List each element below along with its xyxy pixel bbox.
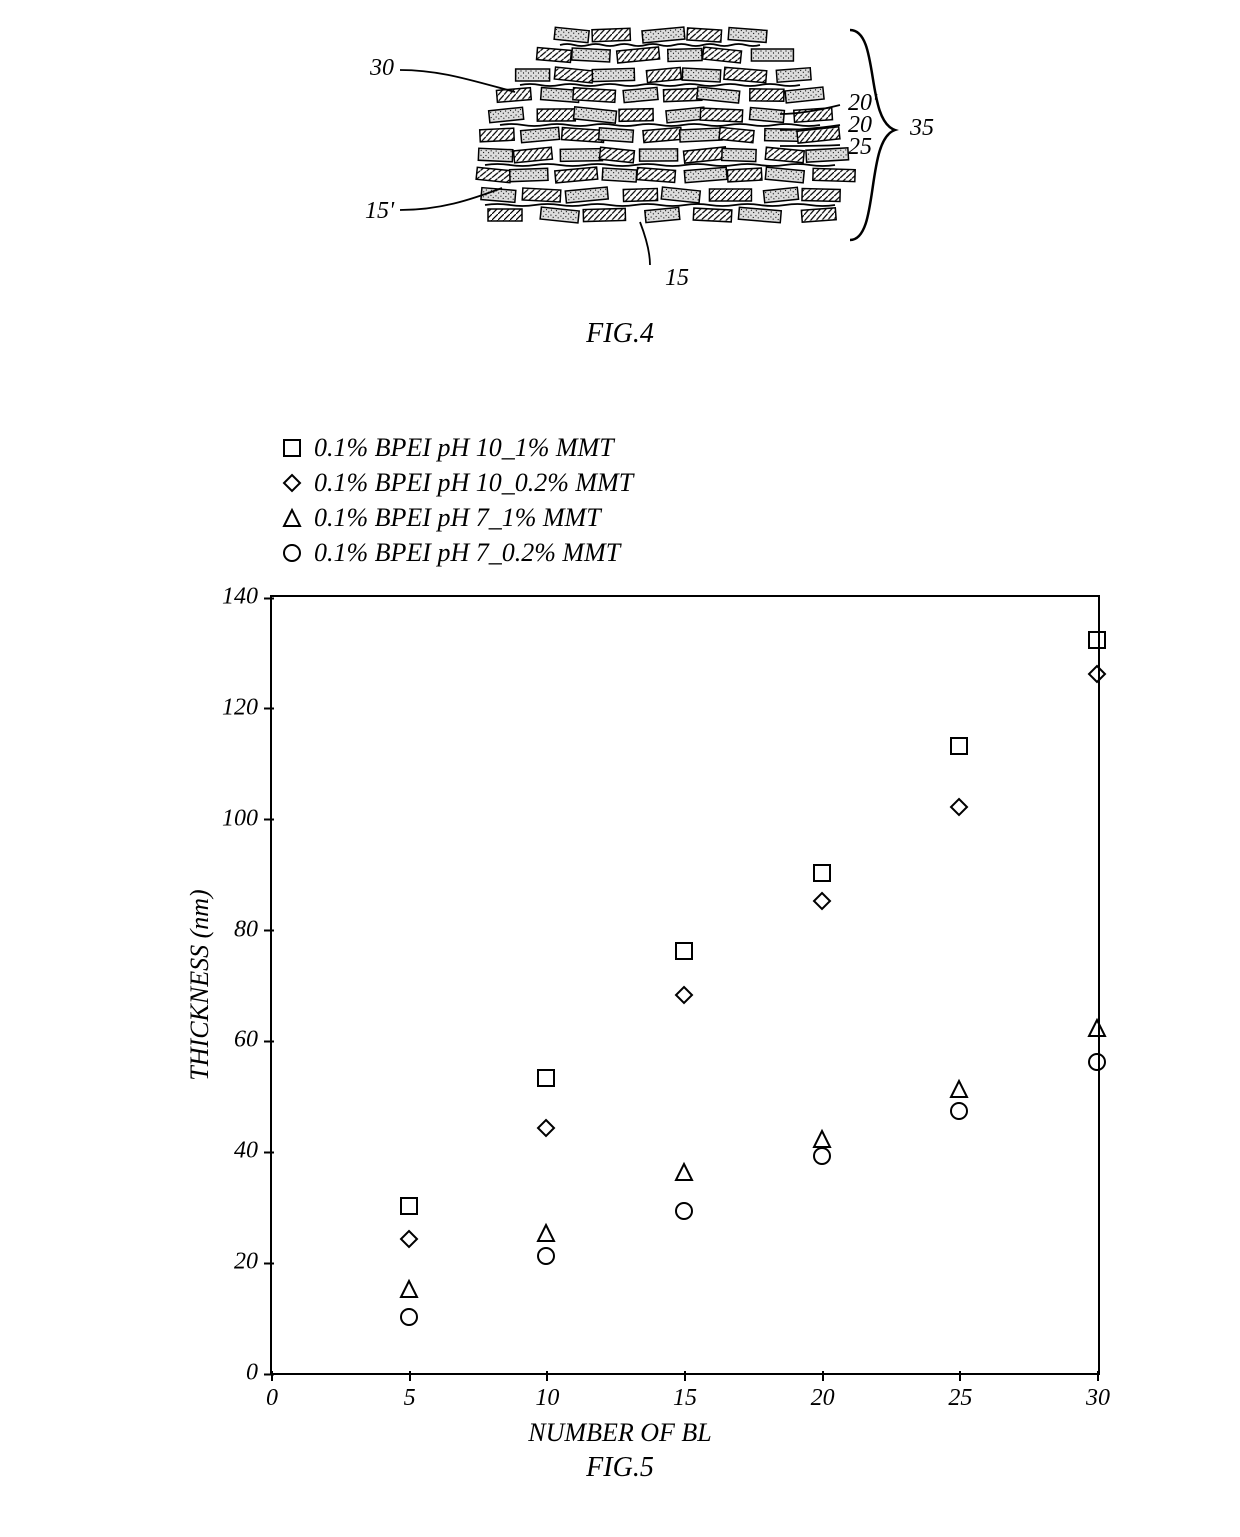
y-tick: 40 — [234, 1138, 272, 1165]
data-point-circle — [537, 1247, 557, 1267]
plot-area: 020406080100120140051015202530 — [270, 595, 1100, 1375]
data-point-square — [950, 737, 970, 757]
legend-item: 0.1% BPEI pH 7_1% MMT — [280, 500, 633, 535]
data-point-diamond — [813, 892, 833, 912]
x-tick: 5 — [404, 1373, 416, 1412]
data-point-circle — [1088, 1053, 1108, 1073]
data-point-square — [400, 1197, 420, 1217]
x-tick: 0 — [266, 1373, 278, 1412]
triangle-marker-icon — [280, 506, 304, 530]
y-tick: 100 — [222, 805, 272, 832]
x-tick: 20 — [811, 1373, 835, 1412]
data-point-square — [537, 1069, 557, 1089]
legend-label: 0.1% BPEI pH 7_0.2% MMT — [314, 535, 620, 570]
data-point-triangle — [950, 1080, 970, 1100]
data-point-circle — [950, 1102, 970, 1122]
data-point-diamond — [537, 1119, 557, 1139]
fig4-caption: FIG.4 — [586, 318, 654, 350]
x-tick: 25 — [948, 1373, 972, 1412]
data-point-circle — [675, 1202, 695, 1222]
chart-legend: 0.1% BPEI pH 10_1% MMT0.1% BPEI pH 10_0.… — [280, 430, 633, 570]
x-tick: 10 — [535, 1373, 559, 1412]
y-tick: 60 — [234, 1027, 272, 1054]
anno-25: 25 — [848, 134, 872, 160]
data-point-triangle — [537, 1224, 557, 1244]
circle-marker-icon — [280, 541, 304, 565]
data-point-triangle — [400, 1280, 420, 1300]
data-point-circle — [813, 1147, 833, 1167]
data-point-triangle — [675, 1163, 695, 1183]
y-tick: 120 — [222, 694, 272, 721]
anno-15p: 15' — [365, 198, 395, 224]
legend-label: 0.1% BPEI pH 10_1% MMT — [314, 430, 614, 465]
square-marker-icon — [280, 436, 304, 460]
anno-15: 15 — [665, 265, 689, 291]
anno-30: 30 — [369, 55, 394, 81]
fig4-diagram: 30 15' 15 35 20' 20 25 — [270, 10, 970, 310]
x-tick: 15 — [673, 1373, 697, 1412]
y-tick: 20 — [234, 1249, 272, 1276]
figure-5: 0.1% BPEI pH 10_1% MMT0.1% BPEI pH 10_0.… — [100, 430, 1140, 1490]
legend-item: 0.1% BPEI pH 7_0.2% MMT — [280, 535, 633, 570]
legend-label: 0.1% BPEI pH 10_0.2% MMT — [314, 465, 633, 500]
data-point-diamond — [950, 798, 970, 818]
data-point-square — [1088, 631, 1108, 651]
y-axis-label: THICKNESS (nm) — [185, 889, 215, 1080]
legend-label: 0.1% BPEI pH 7_1% MMT — [314, 500, 601, 535]
y-tick: 80 — [234, 916, 272, 943]
legend-item: 0.1% BPEI pH 10_1% MMT — [280, 430, 633, 465]
data-point-diamond — [400, 1230, 420, 1250]
diamond-marker-icon — [280, 471, 304, 495]
data-point-square — [675, 942, 695, 962]
fig5-caption: FIG.5 — [586, 1452, 654, 1484]
data-point-circle — [400, 1308, 420, 1328]
data-point-diamond — [675, 986, 695, 1006]
data-point-square — [813, 864, 833, 884]
anno-35: 35 — [909, 115, 934, 141]
y-tick: 140 — [222, 584, 272, 611]
data-point-triangle — [1088, 1019, 1108, 1039]
data-point-diamond — [1088, 665, 1108, 685]
x-axis-label: NUMBER OF BL — [528, 1418, 711, 1448]
x-tick: 30 — [1086, 1373, 1110, 1412]
figure-4: 30 15' 15 35 20' 20 25 FIG.4 — [270, 10, 970, 350]
legend-item: 0.1% BPEI pH 10_0.2% MMT — [280, 465, 633, 500]
